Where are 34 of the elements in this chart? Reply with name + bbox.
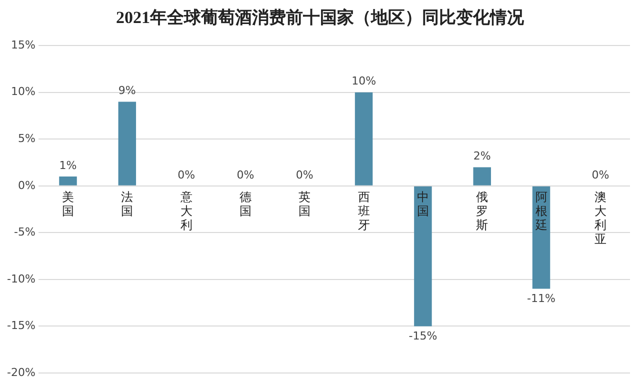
data-label: 9% — [118, 84, 136, 98]
x-tick-label: 英国 — [298, 190, 311, 218]
x-tick-label: 澳大利亚 — [594, 190, 606, 246]
y-tick-label: 0% — [18, 178, 36, 192]
data-label: 0% — [592, 168, 610, 182]
bar — [414, 186, 432, 326]
y-tick-label: 10% — [10, 85, 36, 98]
data-label: 0% — [236, 168, 254, 182]
data-label: 0% — [296, 168, 314, 182]
y-tick-label: 15% — [10, 38, 36, 52]
bar — [473, 167, 491, 186]
bar — [118, 102, 136, 186]
data-label: 1% — [59, 158, 77, 172]
x-tick-label: 中国 — [416, 190, 429, 218]
x-tick-label: 法国 — [121, 190, 134, 218]
bar — [59, 176, 77, 186]
data-label: -11% — [527, 292, 556, 306]
x-tick-label: 美国 — [62, 190, 74, 218]
x-tick-label: 德国 — [239, 190, 252, 218]
bar — [354, 92, 373, 186]
data-label: -15% — [408, 330, 438, 343]
data-label: 2% — [473, 150, 491, 163]
x-tick-label: 阿根廷 — [534, 190, 548, 232]
y-tick-label: -20% — [6, 366, 36, 379]
x-tick-label: 西班牙 — [358, 190, 370, 232]
data-label: 0% — [178, 168, 196, 182]
x-tick-label: 俄罗斯 — [476, 190, 488, 232]
y-tick-label: -5% — [14, 226, 36, 239]
x-tick-label: 意大利 — [179, 190, 192, 232]
chart-title: 2021年全球葡萄酒消费前十国家（地区）同比变化情况 — [115, 7, 525, 29]
y-tick-label: -10% — [6, 272, 36, 286]
y-tick-label: 5% — [18, 132, 36, 145]
data-label: 10% — [352, 74, 376, 88]
y-tick-label: -15% — [6, 319, 36, 332]
